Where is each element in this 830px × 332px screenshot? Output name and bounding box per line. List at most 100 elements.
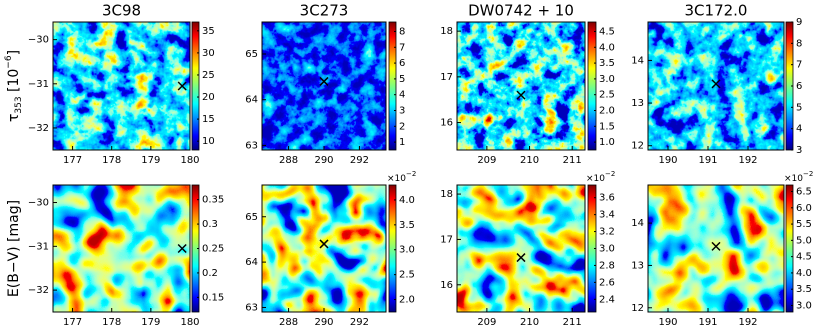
- panel: 3C273 288 290 292 63 64 65 1 2 3 4 5 6 7 8: [245, 2, 405, 167]
- colorbar-multiplier: ×10−2: [387, 170, 416, 184]
- y-tick-label: 64: [245, 257, 258, 268]
- colorbar-tick-label: 7: [399, 42, 405, 53]
- map-image: [53, 185, 190, 312]
- colorbar-tick-label: 3: [796, 145, 802, 156]
- colorbar-tick-label: 6.0: [796, 203, 812, 214]
- y-tick-label: −32: [28, 285, 49, 296]
- colorbar-tick-label: 4.0: [796, 268, 812, 279]
- colorbar-tick-label: 4: [399, 90, 405, 101]
- panel-title: 3C172.0: [685, 2, 748, 20]
- colorbar-tick-label: 5: [796, 102, 802, 113]
- y-tick-label: −31: [28, 241, 49, 252]
- colorbar-tick-label: 3.2: [599, 227, 615, 238]
- y-tick-label: 16: [440, 118, 453, 129]
- x-tick-label: 288: [279, 155, 298, 166]
- panel: 190 191 192 12 13 14 3.0 3.5 4.0 4.5 5.0 5.5 6.0 6.5 ×…: [631, 170, 813, 328]
- colorbar-tick-label: 2.6: [599, 277, 615, 288]
- y-tick-label: 17: [440, 234, 453, 245]
- source-marker: [177, 81, 187, 91]
- colorbar-tick-label: 4.0: [399, 195, 415, 206]
- y-label-text: E(B−V) [mag]: [6, 200, 22, 297]
- colorbar-tick-label: 0.35: [202, 195, 224, 206]
- panel: 288 290 292 63 64 65 2.0 2.5 3.0 3.5 4.0 ×10−2: [245, 170, 416, 328]
- colorbar-tick-label: 6: [399, 58, 405, 69]
- multiplier-base: ×10: [387, 174, 406, 184]
- colorbar-tick-label: 5.5: [796, 219, 812, 230]
- axes-frame: [52, 21, 191, 151]
- source-marker: [319, 239, 329, 249]
- source-marker: [177, 243, 187, 254]
- x-tick-label: 190: [658, 317, 677, 328]
- y-label-close: ]: [6, 50, 22, 55]
- panel-title: 3C98: [102, 2, 141, 20]
- colorbar-tick-label: 8: [796, 38, 802, 49]
- colorbar-tick-label: 2.0: [599, 105, 615, 116]
- colorbar-tick-label: 1.5: [599, 121, 615, 132]
- map-image: [262, 185, 386, 312]
- colorbar-tick-label: 15: [202, 114, 215, 125]
- map-image: [648, 185, 784, 312]
- colorbar-tick-label: 9: [796, 17, 802, 28]
- x-tick-label: 210: [520, 317, 539, 328]
- colorbar-tick-label: 3.5: [399, 220, 415, 231]
- x-tick-label: 210: [520, 155, 539, 166]
- x-tick-label: 192: [738, 317, 757, 328]
- colorbar-multiplier: ×10−2: [586, 170, 615, 184]
- y-label-superscript: −6: [4, 55, 14, 69]
- x-tick-label: 292: [350, 317, 369, 328]
- y-tick-label: 65: [245, 49, 258, 60]
- x-tick-label: 191: [698, 317, 717, 328]
- colorbar-tick-label: 2.0: [399, 295, 415, 306]
- axes-frame: [647, 21, 785, 151]
- y-tick-label: 18: [440, 189, 453, 200]
- colorbar-tick-label: 30: [202, 48, 215, 59]
- multiplier-exponent: −2: [803, 170, 813, 178]
- x-tick-label: 179: [141, 155, 160, 166]
- source-marker: [516, 253, 526, 263]
- panel: DW0742 + 10 209 210 211 16 17 18 1.0 1.5 2.0 2.5 3.…: [440, 2, 615, 167]
- x-tick-label: 178: [102, 155, 121, 166]
- x-tick-label: 177: [63, 155, 82, 166]
- colorbar-tick-label: 0.3: [202, 219, 218, 230]
- y-tick-label: −32: [28, 123, 49, 134]
- y-tick-label: 63: [245, 302, 258, 313]
- x-tick-label: 180: [180, 317, 199, 328]
- colorbar-tick-label: 5: [399, 74, 405, 85]
- y-tick-label: 14: [631, 55, 644, 66]
- colorbar-tick-label: 3.0: [599, 244, 615, 255]
- multiplier-base: ×10: [586, 174, 605, 184]
- x-tick-label: 191: [698, 155, 717, 166]
- colorbar-tick-label: 3.5: [599, 58, 615, 69]
- axes-frame: [52, 184, 191, 313]
- colorbar-tick-label: 2: [399, 121, 405, 132]
- colorbar-tick-label: 4.5: [796, 252, 812, 263]
- colorbar-tick-label: 2.5: [599, 90, 615, 101]
- multiplier-base: ×10: [784, 174, 803, 184]
- colorbar: [388, 184, 397, 313]
- x-tick-label: 290: [314, 317, 333, 328]
- y-tick-label: 65: [245, 212, 258, 223]
- colorbar-tick-label: 1: [399, 137, 405, 148]
- panel-title: DW0742 + 10: [468, 2, 574, 20]
- y-axis-label: E(B−V) [mag]: [6, 200, 22, 297]
- y-tick-label: 16: [440, 280, 453, 291]
- axes-frame: [456, 184, 586, 313]
- colorbar-tick-label: 8: [399, 26, 405, 37]
- colorbar-tick-label: 0.15: [202, 292, 224, 303]
- x-tick-label: 290: [314, 155, 333, 166]
- source-marker: [516, 90, 526, 100]
- colorbar-tick-label: 4.0: [599, 42, 615, 53]
- y-label-subscript: 353: [14, 96, 24, 113]
- panel: 3C172.0 190 191 192 12 13 14 3 4 5 6 7 8 9: [631, 2, 802, 167]
- y-tick-label: 17: [440, 72, 453, 83]
- multiplier-exponent: −2: [605, 170, 615, 178]
- source-marker: [319, 76, 329, 86]
- colorbar-tick-label: 3: [399, 105, 405, 116]
- colorbar-tick-label: 4.5: [599, 26, 615, 37]
- y-tick-label: −30: [28, 198, 49, 209]
- y-tick-label: 12: [631, 141, 644, 152]
- colorbar: [785, 184, 794, 313]
- colorbar-tick-label: 6.5: [796, 187, 812, 198]
- colorbar-tick-label: 2.5: [399, 270, 415, 281]
- x-tick-label: 211: [563, 317, 582, 328]
